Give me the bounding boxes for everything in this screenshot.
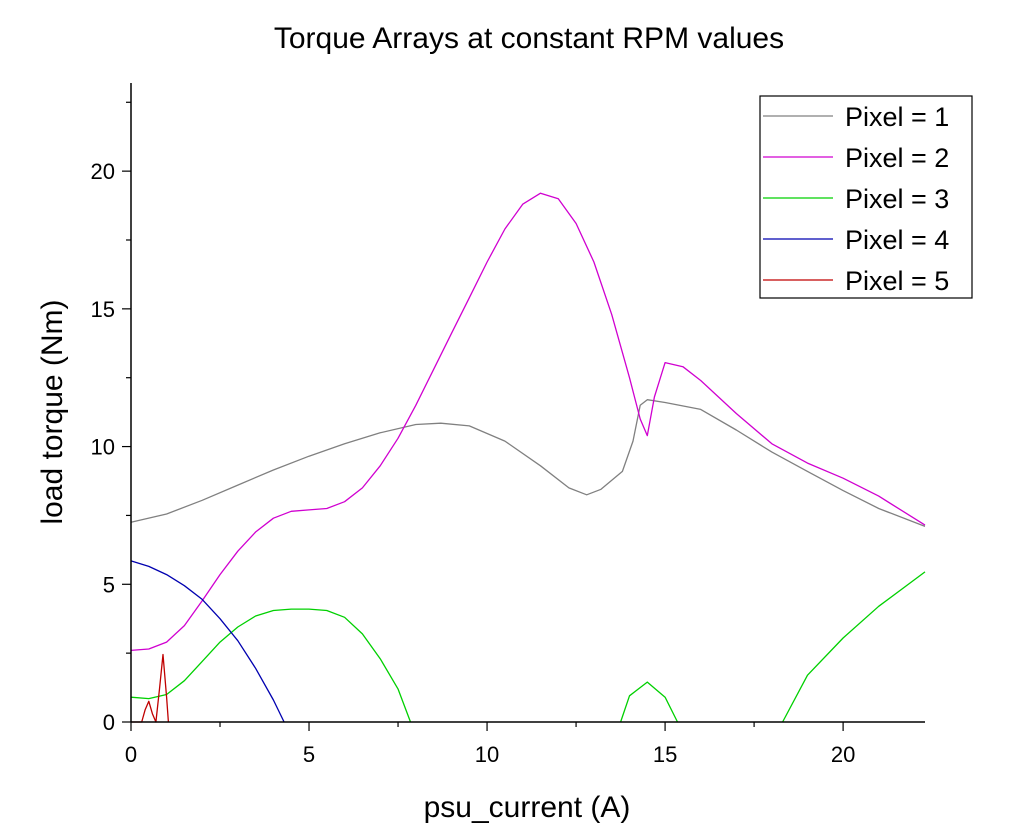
- y-tick-label: 15: [91, 297, 115, 322]
- legend-label-4: Pixel = 4: [845, 225, 949, 255]
- legend-label-2: Pixel = 2: [845, 143, 949, 173]
- y-tick-label: 5: [103, 572, 115, 597]
- y-tick-label: 0: [103, 710, 115, 735]
- series-layer: [130, 192, 926, 723]
- legend-label-3: Pixel = 3: [845, 184, 949, 214]
- series-line-3: [130, 571, 926, 723]
- x-tick-label: 20: [831, 742, 855, 767]
- legend: Pixel = 1 Pixel = 2 Pixel = 3 Pixel = 4 Pixe…: [759, 95, 973, 299]
- series-line-5: [131, 653, 170, 723]
- legend-box: [759, 95, 973, 299]
- legend-label-1: Pixel = 1: [845, 102, 949, 132]
- x-tick-label: 5: [303, 742, 315, 767]
- y-tick-label: 20: [91, 159, 115, 184]
- y-tick-label: 10: [91, 435, 115, 460]
- y-axis-label: load torque (Nm): [36, 299, 69, 524]
- x-axis-label: psu_current (A): [424, 791, 631, 824]
- legend-label-5: Pixel = 5: [845, 266, 949, 296]
- x-tick-label: 0: [125, 742, 137, 767]
- series-line-4: [130, 560, 285, 723]
- series-line-1: [130, 399, 926, 528]
- chart-title: Torque Arrays at constant RPM values: [274, 22, 784, 55]
- axes-layer: 0 5 10 15 20 0 5 10 15 20: [91, 83, 925, 767]
- x-tick-label: 15: [653, 742, 677, 767]
- series-line-2: [130, 192, 926, 652]
- x-tick-label: 10: [475, 742, 499, 767]
